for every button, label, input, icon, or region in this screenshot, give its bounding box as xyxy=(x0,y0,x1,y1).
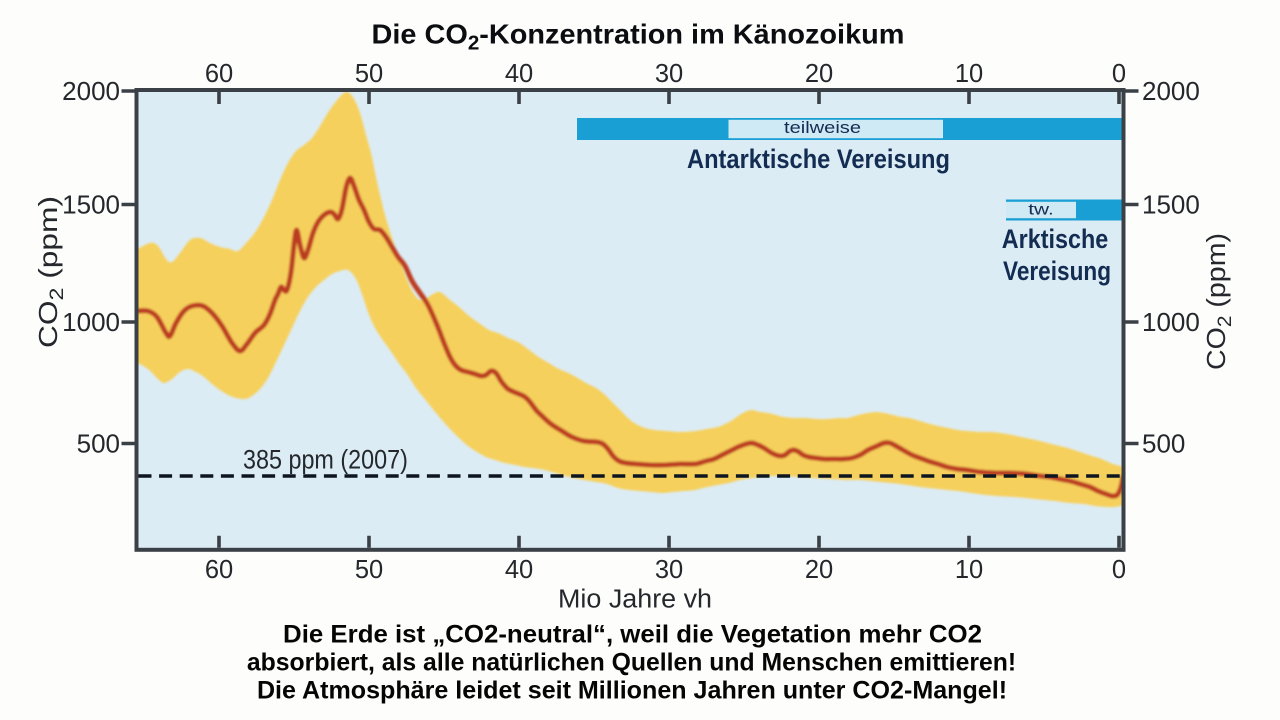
svg-text:Vereisung: Vereisung xyxy=(1003,256,1111,286)
svg-text:500: 500 xyxy=(77,429,120,459)
svg-text:1500: 1500 xyxy=(62,190,120,220)
svg-text:1000: 1000 xyxy=(1142,307,1200,337)
svg-text:40: 40 xyxy=(505,556,533,584)
svg-text:20: 20 xyxy=(805,60,833,88)
svg-text:2000: 2000 xyxy=(1142,76,1200,106)
svg-text:30: 30 xyxy=(655,556,683,584)
svg-text:10: 10 xyxy=(955,556,983,584)
svg-text:40: 40 xyxy=(505,60,533,88)
svg-text:Mio Jahre vh: Mio Jahre vh xyxy=(558,584,712,613)
svg-text:0: 0 xyxy=(1112,60,1126,88)
svg-text:10: 10 xyxy=(955,60,983,88)
svg-text:absorbiert, als alle natürlich: absorbiert, als alle natürlichen Quellen… xyxy=(247,648,1016,676)
svg-text:Die Atmosphäre leidet seit Mil: Die Atmosphäre leidet seit Millionen Jah… xyxy=(257,677,1007,705)
svg-text:30: 30 xyxy=(655,60,683,88)
svg-text:60: 60 xyxy=(205,556,233,584)
svg-text:60: 60 xyxy=(205,60,233,88)
svg-text:CO2 (ppm): CO2 (ppm) xyxy=(35,196,68,348)
svg-text:2000: 2000 xyxy=(62,76,120,106)
svg-text:50: 50 xyxy=(355,556,383,584)
svg-text:tw.: tw. xyxy=(1028,200,1053,218)
svg-text:20: 20 xyxy=(805,556,833,584)
svg-text:385 ppm (2007): 385 ppm (2007) xyxy=(243,445,408,475)
svg-text:Arktische: Arktische xyxy=(1002,224,1109,254)
svg-text:0: 0 xyxy=(1112,556,1126,584)
svg-text:CO2 (ppm): CO2 (ppm) xyxy=(1201,233,1236,370)
svg-text:teilweise: teilweise xyxy=(784,117,861,136)
svg-text:1500: 1500 xyxy=(1142,190,1200,220)
svg-text:Die Erde ist „CO2-neutral“, we: Die Erde ist „CO2-neutral“, weil die Veg… xyxy=(283,621,982,649)
svg-text:500: 500 xyxy=(1142,429,1185,459)
svg-text:Antarktische Vereisung: Antarktische Vereisung xyxy=(687,145,950,175)
svg-text:50: 50 xyxy=(355,60,383,88)
svg-text:Die CO2-Konzentration im Känoz: Die CO2-Konzentration im Känozoikum xyxy=(372,19,905,55)
svg-text:1000: 1000 xyxy=(62,307,120,337)
